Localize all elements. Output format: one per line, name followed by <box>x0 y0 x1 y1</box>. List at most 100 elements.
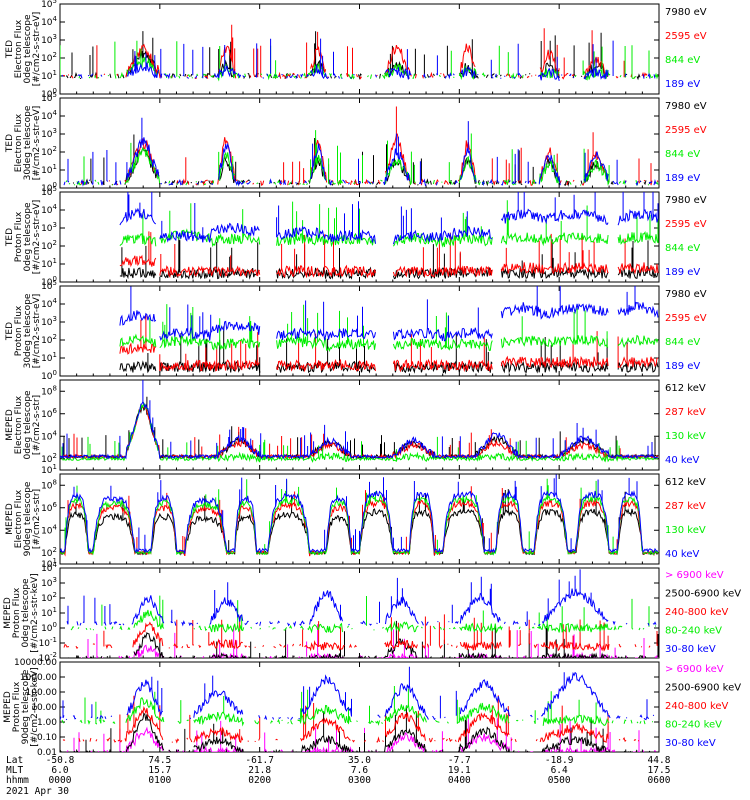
y-axis-label-line: MEPED <box>5 503 15 535</box>
x-tick-label: 0500 <box>548 775 571 786</box>
y-tick-label: 105 <box>41 185 57 198</box>
legend-entry: 287 keV <box>665 501 706 512</box>
y-axis-label-line: TED <box>5 322 15 341</box>
y-tick-label: 0.01 <box>37 748 57 758</box>
panel-3: 100 101 102 103 104 105 TED Proton Flux 0deg tel… <box>5 185 707 288</box>
y-tick-label: 103 <box>41 315 57 328</box>
x-axis-block: Lat -50.8 74.5 -61.7 35.0 -7.7 -18.9 44.8 MLT 6.0… <box>6 755 671 797</box>
y-tick-label: 100.00 <box>26 688 58 698</box>
legend-entry: > 6900 keV <box>665 570 724 581</box>
legend-entry: 844 eV <box>665 243 700 254</box>
series-trace <box>65 146 659 187</box>
series-spikes <box>63 396 656 459</box>
series-trace <box>62 698 657 726</box>
y-axis-label-line: 90deg telescope <box>23 481 33 556</box>
series-trace <box>119 254 659 279</box>
y-axis-label-line: 0deg telescope <box>23 14 33 84</box>
x-tick-label: -7.7 <box>448 755 471 766</box>
series-spikes <box>61 432 620 462</box>
y-axis-label: TED Electron Flux 30deg telescope [#/cm2-s-… <box>5 105 42 180</box>
legend-entry: 40 keV <box>665 455 699 466</box>
series-trace <box>60 507 659 556</box>
y-tick-label: 100 <box>41 181 57 194</box>
legend-entry: 2595 eV <box>665 31 707 42</box>
x-tick-label: 0200 <box>248 775 271 786</box>
series-trace <box>119 333 659 353</box>
y-axis-label-line: [#/cm2-s-str-keV] <box>30 573 40 652</box>
legend-entry: 612 keV <box>665 383 706 394</box>
y-axis-label-line: Electron Flux <box>14 395 24 454</box>
y-axis-label: MEPED Proton Flux 0deg telescope [#/cm2-s-s… <box>3 573 40 652</box>
series-spikes <box>185 106 652 186</box>
y-axis-label-line: Proton Flux <box>14 305 24 356</box>
y-tick-label: 106 <box>41 501 57 514</box>
legend-entry: 287 keV <box>665 407 706 418</box>
legend-entry: 2595 eV <box>665 219 707 230</box>
legend-entry: 130 keV <box>665 525 706 536</box>
y-axis-label-line: Electron Flux <box>14 19 24 78</box>
legend-entry: 240-800 keV <box>665 607 729 618</box>
x-tick-label: 0600 <box>648 775 671 786</box>
y-axis-label-line: 0deg telescope <box>23 390 33 460</box>
y-tick-label: 102 <box>41 452 57 465</box>
y-tick-label: 108 <box>41 384 57 397</box>
y-tick-label: 101 <box>41 557 57 570</box>
series-trace <box>66 588 657 628</box>
x-tick-label: 74.5 <box>148 755 171 766</box>
x-tick-label: 6.4 <box>551 765 568 776</box>
x-tick-label: 0400 <box>448 775 471 786</box>
series-spikes <box>130 286 636 338</box>
series-spikes <box>119 695 609 742</box>
y-tick-label: 10-2 <box>39 651 57 664</box>
y-tick-label: 108 <box>41 478 57 491</box>
x-tick-label: 0100 <box>148 775 171 786</box>
x-tick-label: -61.7 <box>245 755 274 766</box>
y-axis-label-line: 30deg telescope <box>23 293 33 368</box>
y-tick-label: 102 <box>41 239 57 252</box>
legend-entry: 2595 eV <box>665 125 707 136</box>
plot-frame <box>59 3 660 95</box>
y-tick-label: 101 <box>41 606 57 619</box>
legend-entry: 30-80 keV <box>665 738 716 749</box>
y-axis-label-line: [#/cm2-s-str-eV] <box>32 200 42 275</box>
y-tick-label: 10-1 <box>39 636 57 649</box>
series-spikes <box>67 569 592 626</box>
y-tick-label: 104 <box>41 297 57 310</box>
legend-entry: 189 eV <box>665 173 700 184</box>
series-trace <box>64 137 658 185</box>
y-axis-label-line: 0deg telescope <box>23 202 33 272</box>
y-axis-label-line: Proton Flux <box>14 211 24 262</box>
legend-entry: 612 keV <box>665 477 706 488</box>
series-spikes <box>73 474 638 552</box>
y-axis-label-line: MEPED <box>3 597 13 629</box>
y-axis-label-line: [#/cm2-s-str-eV] <box>32 106 42 181</box>
series-trace <box>78 56 659 82</box>
legend-entry: 844 eV <box>665 337 700 348</box>
legend-entry: 2500-6900 keV <box>665 683 741 694</box>
y-axis-label: TED Proton Flux 30deg telescope [#/cm2-s-st… <box>5 293 42 368</box>
x-tick-label: 7.6 <box>351 765 368 776</box>
x-tick-label: 19.1 <box>448 765 471 776</box>
y-axis-label-line: [#/cm2-s-str-eV] <box>32 294 42 369</box>
series-trace <box>70 609 657 634</box>
series-trace <box>60 400 659 460</box>
y-tick-label: 101 <box>41 463 57 476</box>
legend-entry: > 6900 keV <box>665 664 724 675</box>
series-spikes <box>83 130 610 186</box>
y-tick-label: 101 <box>41 351 57 364</box>
legend-entry: 7980 eV <box>665 101 707 112</box>
x-row-label: hhmm <box>6 775 29 786</box>
y-axis-label: MEPED Proton Flux 90deg telescope [#/cm2-s-… <box>3 667 40 746</box>
series-trace <box>66 726 657 752</box>
y-tick-label: 100 <box>41 87 57 100</box>
series-spikes <box>148 231 626 274</box>
y-axis-label-line: Proton Flux <box>12 681 22 732</box>
x-tick-label: 0000 <box>49 775 72 786</box>
panel-1: 100 101 102 103 104 105 TED Electron Flux 0deg t… <box>5 0 707 100</box>
legend-entry: 7980 eV <box>665 195 707 206</box>
y-tick-label: 100 <box>41 621 57 634</box>
y-tick-label: 10.00 <box>31 703 57 713</box>
y-tick-label: 105 <box>41 0 57 10</box>
series-spikes <box>134 38 614 79</box>
